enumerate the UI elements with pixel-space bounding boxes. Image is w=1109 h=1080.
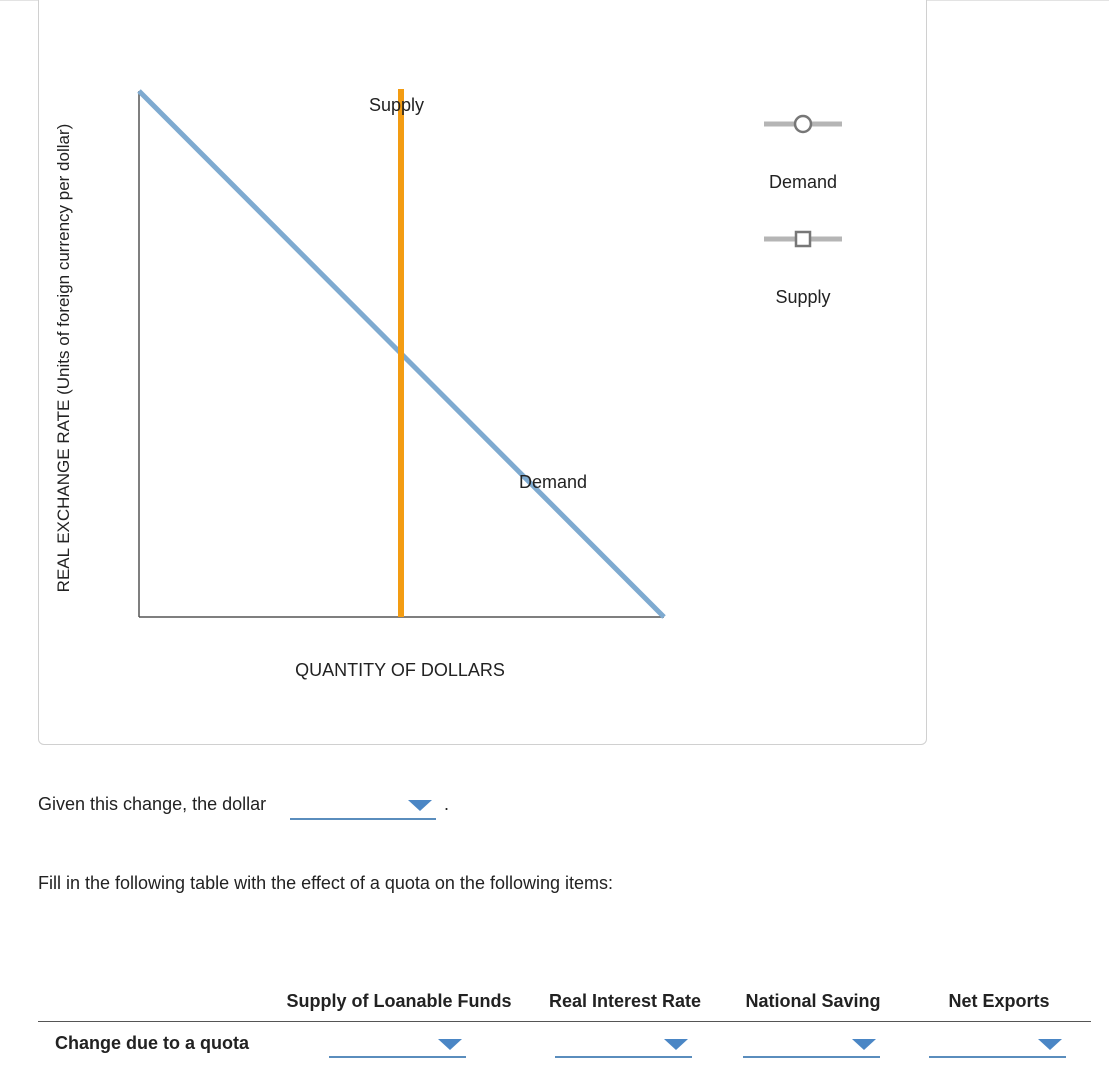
row-label: Change due to a quota (55, 1033, 250, 1053)
dropdown-underline (555, 1056, 692, 1058)
chevron-down-icon (438, 1039, 462, 1050)
dropdown-underline (743, 1056, 880, 1058)
graph-canvas[interactable] (39, 0, 928, 746)
column-header-national-saving: National Saving (745, 991, 881, 1011)
column-header-real-interest-rate: Real Interest Rate (548, 991, 702, 1011)
chevron-down-icon (664, 1039, 688, 1050)
sentence-period: . (444, 794, 450, 814)
table-header-divider (38, 1021, 1091, 1022)
table-instruction: Fill in the following table with the eff… (38, 873, 613, 893)
loanable-funds-dropdown[interactable] (329, 1033, 466, 1058)
chevron-down-icon (1038, 1039, 1062, 1050)
net-exports-dropdown[interactable] (929, 1033, 1066, 1058)
national-saving-dropdown[interactable] (743, 1033, 880, 1058)
legend-demand-label: Demand (768, 172, 838, 192)
x-axis-label: QUANTITY OF DOLLARS (295, 660, 505, 680)
question-sentence: Given this change, the dollar (38, 794, 267, 814)
graph-panel: Demand Supply (38, 0, 927, 745)
demand-curve-label: Demand (519, 472, 588, 492)
legend-supply-tool[interactable] (764, 230, 842, 248)
legend-demand-tool[interactable] (764, 114, 842, 134)
circle-icon (793, 114, 813, 134)
chevron-down-icon (852, 1039, 876, 1050)
real-interest-rate-dropdown[interactable] (555, 1033, 692, 1058)
supply-curve-label: Supply (369, 95, 425, 115)
legend-supply-label: Supply (775, 287, 831, 307)
dropdown-underline (329, 1056, 466, 1058)
chevron-down-icon (408, 800, 432, 811)
y-axis-label: REAL EXCHANGE RATE (Units of foreign cur… (54, 123, 73, 593)
square-icon (794, 230, 812, 248)
column-header-supply-of-loanable-funds: Supply of Loanable Funds (286, 991, 512, 1011)
column-header-net-exports: Net Exports (948, 991, 1050, 1011)
dollar-change-dropdown[interactable] (290, 794, 436, 820)
dropdown-underline (929, 1056, 1066, 1058)
dropdown-underline (290, 818, 436, 820)
